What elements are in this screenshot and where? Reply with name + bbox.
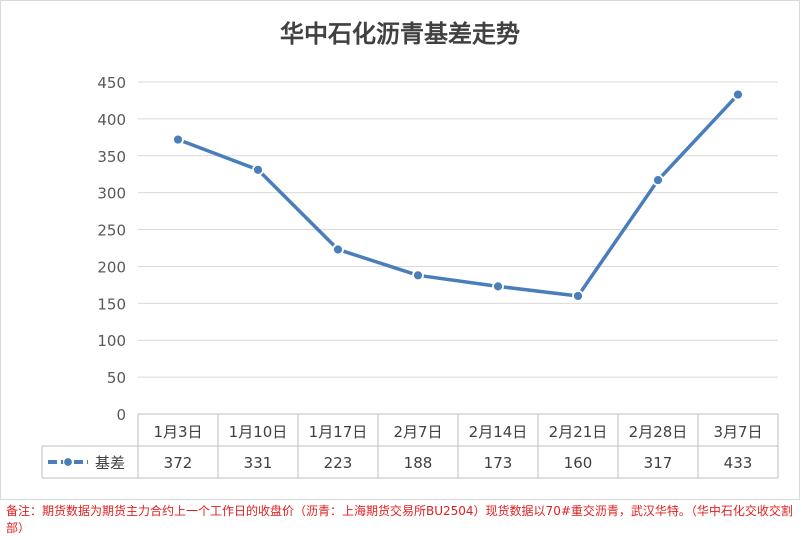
table-value: 433: [724, 454, 753, 472]
data-point: [332, 243, 344, 256]
data-point: [652, 174, 664, 187]
series-line: [176, 92, 740, 298]
y-tick-label: 0: [116, 406, 126, 424]
x-tick-label: 2月28日: [629, 423, 688, 441]
table-value: 331: [244, 454, 273, 472]
x-tick-label: 1月3日: [153, 423, 202, 441]
table-value: 223: [324, 454, 353, 472]
y-tick-label: 50: [107, 369, 126, 387]
table-value: 188: [404, 454, 433, 472]
table-value: 160: [564, 454, 593, 472]
table-value: 173: [484, 454, 513, 472]
y-tick-label: 400: [97, 111, 126, 129]
y-tick-label: 250: [97, 222, 126, 240]
y-tick-label: 450: [97, 74, 126, 92]
chart-title: 华中石化沥青基差走势: [280, 20, 520, 48]
footnote: 备注：期货数据为期货主力合约上一个工作日的收盘价（沥青：上海期货交易所BU250…: [6, 504, 793, 535]
y-tick-label: 150: [97, 295, 126, 313]
data-point: [252, 163, 264, 176]
x-tick-label: 2月14日: [469, 423, 528, 441]
table-value: 317: [644, 454, 673, 472]
y-tick-label: 100: [97, 332, 126, 350]
legend-label: 基差: [95, 454, 125, 472]
x-tick-label: 3月7日: [713, 423, 762, 441]
x-tick-label: 2月7日: [393, 423, 442, 441]
legend-marker: [62, 456, 74, 468]
y-tick-label: 350: [97, 148, 126, 166]
data-point: [172, 133, 184, 146]
data-point: [572, 290, 584, 302]
y-tick-label: 200: [97, 258, 126, 276]
x-tick-label: 1月17日: [309, 423, 368, 441]
y-tick-label: 300: [97, 185, 126, 203]
table-value: 372: [164, 454, 193, 472]
line-chart: 华中石化沥青基差走势 0 50 100 150 200 250 300 350 400 450 1月3…: [41, 20, 779, 479]
data-point: [732, 88, 744, 101]
x-tick-label: 1月10日: [229, 423, 288, 441]
x-tick-label: 2月21日: [549, 423, 608, 441]
chart-frame: [0, 0, 800, 500]
data-point: [492, 280, 504, 293]
data-point: [412, 269, 424, 282]
